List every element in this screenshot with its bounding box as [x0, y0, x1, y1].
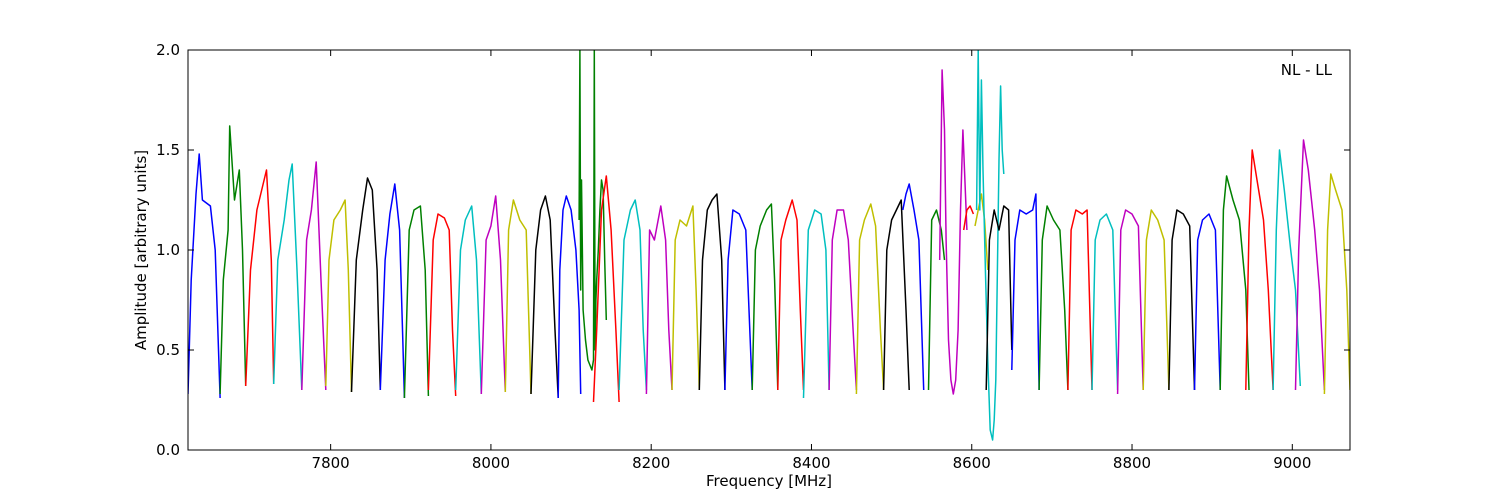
series-line-17 — [618, 199, 648, 391]
series-line-9 — [427, 213, 457, 397]
series-line-16 — [592, 175, 620, 403]
series-line-19 — [671, 205, 701, 391]
series-line-5 — [325, 199, 353, 393]
series-line-46 — [1294, 139, 1326, 391]
series-line-15 — [578, 50, 608, 371]
series-line-6 — [350, 177, 382, 393]
series-line-30 — [938, 69, 968, 395]
series-line-35 — [1011, 193, 1040, 391]
x-tick-label: 8000 — [472, 454, 510, 472]
series-line-21 — [724, 209, 753, 391]
series-line-40 — [1142, 209, 1170, 391]
series-line-34 — [985, 205, 1013, 391]
series-line-7 — [379, 183, 406, 399]
series-line-1 — [219, 125, 247, 395]
series-line-12 — [504, 199, 532, 395]
series-line-31 — [962, 205, 975, 231]
series-line-43 — [1219, 175, 1250, 391]
series-line-39 — [1116, 209, 1144, 395]
series-line-2 — [244, 169, 275, 387]
ticks-layer: 7800 8000 8200 8400 8600 8800 9000 0.0 0.5 1.0 1.5… — [156, 41, 1350, 472]
series-line-23 — [777, 199, 805, 391]
y-tick-label: 1.0 — [156, 241, 180, 259]
y-axis-label: Amplitude [arbitrary units] — [132, 150, 150, 350]
x-axis-label: Frequency [MHz] — [706, 472, 832, 490]
series-line-33 — [975, 50, 1005, 441]
series-line-18 — [645, 205, 673, 395]
series-line-41 — [1168, 209, 1196, 391]
series-line-8 — [403, 205, 430, 399]
series-line-32 — [974, 193, 989, 271]
series-line-11 — [480, 195, 507, 395]
x-tick-label: 9000 — [1273, 454, 1311, 472]
x-tick-label: 8400 — [792, 454, 830, 472]
series-line-13 — [530, 195, 559, 399]
series-line-25 — [828, 209, 858, 391]
series-line-4 — [301, 161, 327, 391]
y-tick-label: 0.5 — [156, 341, 180, 359]
x-tick-label: 8800 — [1113, 454, 1151, 472]
series-line-22 — [751, 203, 779, 391]
series-line-0 — [188, 153, 221, 399]
series-line-24 — [802, 209, 830, 399]
y-tick-label: 1.5 — [156, 141, 180, 159]
x-tick-label: 7800 — [312, 454, 350, 472]
series-line-37 — [1067, 209, 1093, 391]
x-tick-label: 8600 — [953, 454, 991, 472]
series-line-29 — [927, 209, 946, 391]
series-line-38 — [1091, 213, 1119, 391]
series-line-47 — [1323, 173, 1350, 395]
series-line-3 — [272, 163, 303, 391]
series-line-36 — [1038, 205, 1069, 391]
series-line-45 — [1272, 149, 1302, 391]
chart-annotation: NL - LL — [1281, 61, 1333, 79]
series-line-27 — [882, 199, 910, 391]
series-line-44 — [1245, 149, 1274, 391]
x-tick-label: 8200 — [632, 454, 670, 472]
series-line-10 — [454, 205, 483, 395]
y-tick-label: 0.0 — [156, 441, 180, 459]
series-line-14 — [557, 195, 582, 399]
series-layer — [188, 50, 1350, 441]
series-line-26 — [855, 203, 885, 395]
series-line-28 — [902, 183, 925, 391]
series-line-20 — [698, 193, 726, 391]
series-line-42 — [1193, 213, 1221, 391]
y-tick-label: 2.0 — [156, 41, 180, 59]
